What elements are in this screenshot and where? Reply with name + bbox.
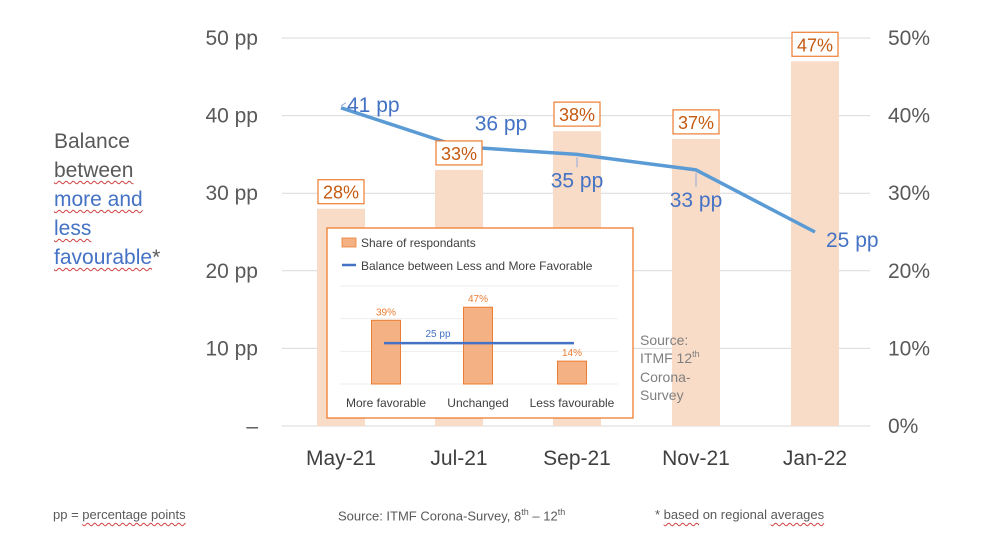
inset-category-label: Unchanged bbox=[447, 396, 508, 410]
left-tick-label: 30 pp bbox=[205, 182, 258, 205]
inset-bar-label: 47% bbox=[468, 294, 488, 305]
right-tick-label: 20% bbox=[888, 260, 930, 283]
footer-regional-note: * based on regional averages bbox=[655, 507, 824, 522]
balance-label: 35 pp bbox=[551, 169, 604, 192]
left-tick-label: 50 pp bbox=[205, 27, 258, 50]
footer-pp-prefix: pp = bbox=[53, 507, 83, 522]
x-tick-label: Sep-21 bbox=[543, 447, 611, 470]
share-bar-label-text: 37% bbox=[678, 113, 714, 133]
inset-source-line-2-sup: th bbox=[692, 349, 700, 359]
share-bar-label-text: 28% bbox=[323, 183, 359, 203]
inset-legend-label-line: Balance between Less and More Favorable bbox=[361, 259, 593, 273]
inset-balance-label: 25 pp bbox=[425, 329, 450, 340]
share-bar-label-box bbox=[553, 101, 601, 127]
inset-bar-label: 14% bbox=[562, 348, 582, 359]
share-bar-label-text: 47% bbox=[797, 35, 833, 55]
inset-category-label: Less favourable bbox=[530, 396, 615, 410]
right-tick-label: 40% bbox=[888, 105, 930, 128]
x-tick-label: Jan-22 bbox=[783, 447, 847, 470]
ylabel-line-5: favourable bbox=[54, 246, 153, 269]
left-tick-label: – bbox=[246, 415, 258, 438]
x-tick-label: Jul-21 bbox=[430, 447, 487, 470]
right-tick-label: 0% bbox=[888, 415, 918, 438]
left-tick-label: 40 pp bbox=[205, 105, 258, 128]
balance-label-leader bbox=[340, 102, 347, 107]
x-axis-ticks: May-21 Jul-21 Sep-21 Nov-21 Jan-22 bbox=[306, 447, 847, 470]
inset-legend-label-bar: Share of respondants bbox=[361, 236, 476, 250]
ylabel-line-2: between bbox=[54, 159, 134, 182]
inset-bar-label: 39% bbox=[376, 307, 396, 318]
balance-labels: 41 pp 36 pp 35 pp 33 pp 25 pp bbox=[340, 94, 879, 252]
balance-line bbox=[340, 106, 816, 234]
balance-line-path bbox=[340, 106, 816, 234]
inset-source-line-1: Source: bbox=[640, 332, 688, 348]
balance-label: 41 pp bbox=[347, 94, 400, 117]
footer-regional-word-1: based bbox=[663, 507, 700, 522]
inset-bar bbox=[557, 360, 587, 385]
footer-pp-definition: percentage points bbox=[82, 507, 186, 522]
share-bar-label-box bbox=[317, 179, 365, 205]
left-tick-label: 20 pp bbox=[205, 260, 258, 283]
right-axis-ticks: 0% 10% 20% 30% 40% 50% bbox=[888, 27, 930, 438]
left-tick-label: 10 pp bbox=[205, 337, 258, 360]
inset-legend-swatch-bar bbox=[341, 237, 357, 248]
share-bar-labels: 28% 33% 38% 37% 47% bbox=[317, 31, 839, 205]
left-axis-title: Balance between more and less favourable… bbox=[54, 127, 204, 272]
right-tick-label: 10% bbox=[888, 337, 930, 360]
share-bar-label-box bbox=[435, 140, 483, 166]
balance-label: 33 pp bbox=[670, 189, 723, 212]
share-bar-label: 37% bbox=[672, 109, 720, 135]
footer-regional-word-3: averages bbox=[770, 507, 825, 522]
inset-bar bbox=[371, 319, 401, 385]
inset-category-label: More favorable bbox=[346, 396, 426, 410]
footer-source-text: Source: ITMF Corona-Survey, 8 bbox=[338, 508, 522, 524]
inset-source-line-3: Corona- bbox=[640, 369, 691, 385]
share-bar-label: 28% bbox=[317, 179, 365, 205]
inset-source-line-4: Survey bbox=[640, 387, 684, 403]
inset-bar bbox=[463, 306, 493, 385]
x-tick-label: Nov-21 bbox=[662, 447, 730, 470]
ylabel-line-4: less bbox=[54, 217, 92, 240]
right-tick-label: 50% bbox=[888, 27, 930, 50]
footer-source-range: – 12 bbox=[528, 508, 558, 524]
ylabel-line-3: more and bbox=[54, 188, 143, 211]
share-bar-label-text: 33% bbox=[441, 144, 477, 164]
share-bar-label-box bbox=[791, 31, 839, 57]
share-bar-label-text: 38% bbox=[559, 105, 595, 125]
balance-label: 25 pp bbox=[826, 229, 879, 252]
inset-source-line-2-text: ITMF 12 bbox=[640, 350, 692, 366]
x-tick-label: May-21 bbox=[306, 447, 376, 470]
balance-label: 36 pp bbox=[475, 113, 528, 136]
share-bar-label: 33% bbox=[435, 140, 483, 166]
footer-source-sup-2: th bbox=[557, 507, 566, 517]
footer-source-sup-1: th bbox=[521, 507, 529, 517]
right-tick-label: 30% bbox=[888, 182, 930, 205]
ylabel-asterisk: * bbox=[152, 246, 161, 269]
inset-chart: Share of respondants Balance between Less… bbox=[326, 227, 634, 419]
share-bar bbox=[791, 61, 839, 426]
share-bar-label: 47% bbox=[791, 31, 839, 57]
inset-source-line-2: ITMF 12th bbox=[640, 349, 700, 366]
footer-regional-asterisk: * bbox=[655, 507, 664, 522]
ylabel-line-1: Balance bbox=[54, 130, 130, 153]
footer-pp-note: pp = percentage points bbox=[53, 507, 186, 522]
share-bar-label: 38% bbox=[553, 101, 601, 127]
footer-source: Source: ITMF Corona-Survey, 8th – 12th bbox=[338, 507, 565, 523]
footer-regional-word-2: on regional bbox=[699, 507, 771, 522]
share-bar-label-box bbox=[672, 109, 720, 135]
left-axis-ticks: – 10 pp 20 pp 30 pp 40 pp 50 pp bbox=[205, 27, 258, 438]
